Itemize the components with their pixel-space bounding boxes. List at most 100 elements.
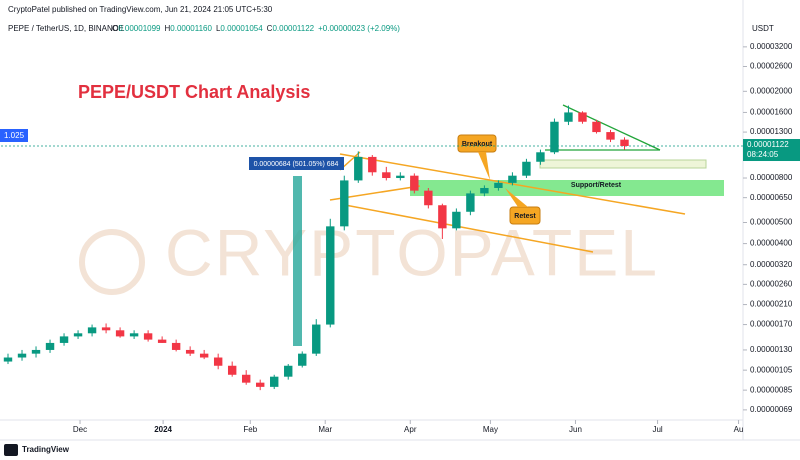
breakout-label: Breakout [462, 141, 493, 148]
candle-body [73, 333, 83, 337]
candle-body [157, 339, 167, 343]
candle-body [438, 205, 447, 229]
candle-body [87, 327, 97, 334]
publisher: CryptoPatel published on TradingView.com… [8, 5, 273, 14]
breakout-pointer [478, 152, 490, 180]
retest-pointer [505, 188, 528, 207]
chart-title: PEPE/USDT Chart Analysis [78, 82, 310, 102]
candle-body [494, 182, 503, 188]
watermark: CRYPTOPATEL [165, 215, 659, 289]
candle-body [382, 172, 391, 179]
channel-lower [344, 204, 594, 253]
breakout-box [457, 134, 497, 153]
ohlc-legend: O0.00001099 H0.00001160 L0.00001054 C0.0000… [112, 24, 400, 33]
ohlc-part: L [216, 24, 221, 33]
y-tick-label: 0.00000500 [750, 218, 793, 227]
candle-body [143, 333, 153, 340]
candle-body [480, 187, 489, 194]
currency: USDT [752, 24, 774, 33]
candle-body [101, 327, 111, 331]
last-price-tag [743, 139, 800, 162]
candle-body [17, 353, 27, 358]
ohlc-part: 0.00001160 [170, 24, 212, 33]
ohlc-part: H [165, 24, 171, 33]
footer: TradingView [22, 445, 70, 454]
candle-body [45, 342, 55, 350]
support-label: Support/Retest [571, 182, 622, 189]
candle-body [396, 175, 405, 179]
x-tick-label: 2024 [154, 425, 172, 434]
candle-body [564, 112, 573, 122]
countdown: 08:24:05 [747, 150, 779, 159]
candle-body [508, 175, 517, 183]
candle-body [578, 112, 587, 122]
ohlc-part: C [267, 24, 273, 33]
x-tick-label: Jun [569, 425, 582, 434]
y-tick-label: 0.00002000 [750, 86, 793, 95]
retest-label: Retest [514, 213, 536, 220]
ohlc-part: +0.00000023 (+2.09%) [318, 24, 400, 33]
candle-body [410, 175, 419, 191]
candle-body [59, 336, 69, 343]
x-tick-label: Apr [404, 425, 417, 434]
measure-bar [293, 176, 302, 346]
y-tick-label: 0.00000105 [750, 365, 793, 374]
footer-logo [4, 444, 18, 456]
candle-body [354, 156, 363, 181]
ohlc-part: 0.00001099 [118, 24, 161, 33]
measure-label: 0.00000684 (501.05%) 684 [254, 161, 339, 168]
candle-body [466, 193, 475, 212]
candle-body [199, 353, 209, 358]
target-zone [539, 159, 707, 169]
y-tick-label: 0.00002600 [750, 62, 793, 71]
y-tick-label: 0.00000650 [750, 193, 793, 202]
ohlc-part: 0.00001122 [272, 24, 314, 33]
y-tick-label: 0.00000400 [750, 239, 793, 248]
y-tick-label: 0.00000800 [750, 173, 793, 182]
candle-body [550, 121, 559, 153]
candle-body [241, 374, 251, 383]
candle-body [312, 324, 321, 354]
last-price-label: 0.00001122 [747, 140, 789, 149]
candle-body [129, 333, 139, 337]
y-tick-label: 0.00000170 [750, 320, 793, 329]
candle-body [340, 180, 349, 227]
candle-body [115, 330, 125, 337]
candle-body [3, 357, 13, 362]
y-tick-label: 0.00003200 [750, 42, 793, 51]
candle-body [298, 353, 307, 366]
measure-box [249, 157, 344, 170]
candle-body [31, 349, 41, 354]
candle-body [536, 152, 545, 162]
candle-body [227, 365, 237, 375]
candle-body [452, 211, 461, 229]
candle-body [185, 349, 195, 354]
x-tick-label: Feb [243, 425, 257, 434]
y-tick-label: 0.00000320 [750, 260, 793, 269]
y-tick-label: 0.00001600 [750, 108, 793, 117]
candle-body [368, 156, 377, 173]
y-tick-label: 0.00000085 [750, 385, 793, 394]
candle-body [171, 342, 181, 350]
candle-body [213, 357, 223, 366]
x-tick-label: Dec [73, 425, 87, 434]
x-tick-label: Mar [318, 425, 332, 434]
watermark-logo [79, 229, 145, 295]
y-tick-label: 0.00000069 [750, 405, 793, 414]
candle-body [256, 382, 265, 387]
candle-body [606, 132, 615, 140]
left-tag-bg [0, 129, 28, 142]
symbol: PEPE / TetherUS, 1D, BINANCE [8, 24, 124, 33]
candle-body [326, 226, 335, 325]
candle-body [270, 376, 279, 387]
y-tick-label: 0.00000210 [750, 300, 793, 309]
candle-body [424, 190, 433, 206]
y-tick-label: 0.00001300 [750, 127, 793, 136]
y-tick-label: 0.00000260 [750, 279, 793, 288]
candle-body [284, 365, 293, 377]
left-tag: 1.025 [4, 131, 25, 140]
candle-body [592, 121, 601, 133]
x-tick-label: Jul [652, 425, 662, 434]
